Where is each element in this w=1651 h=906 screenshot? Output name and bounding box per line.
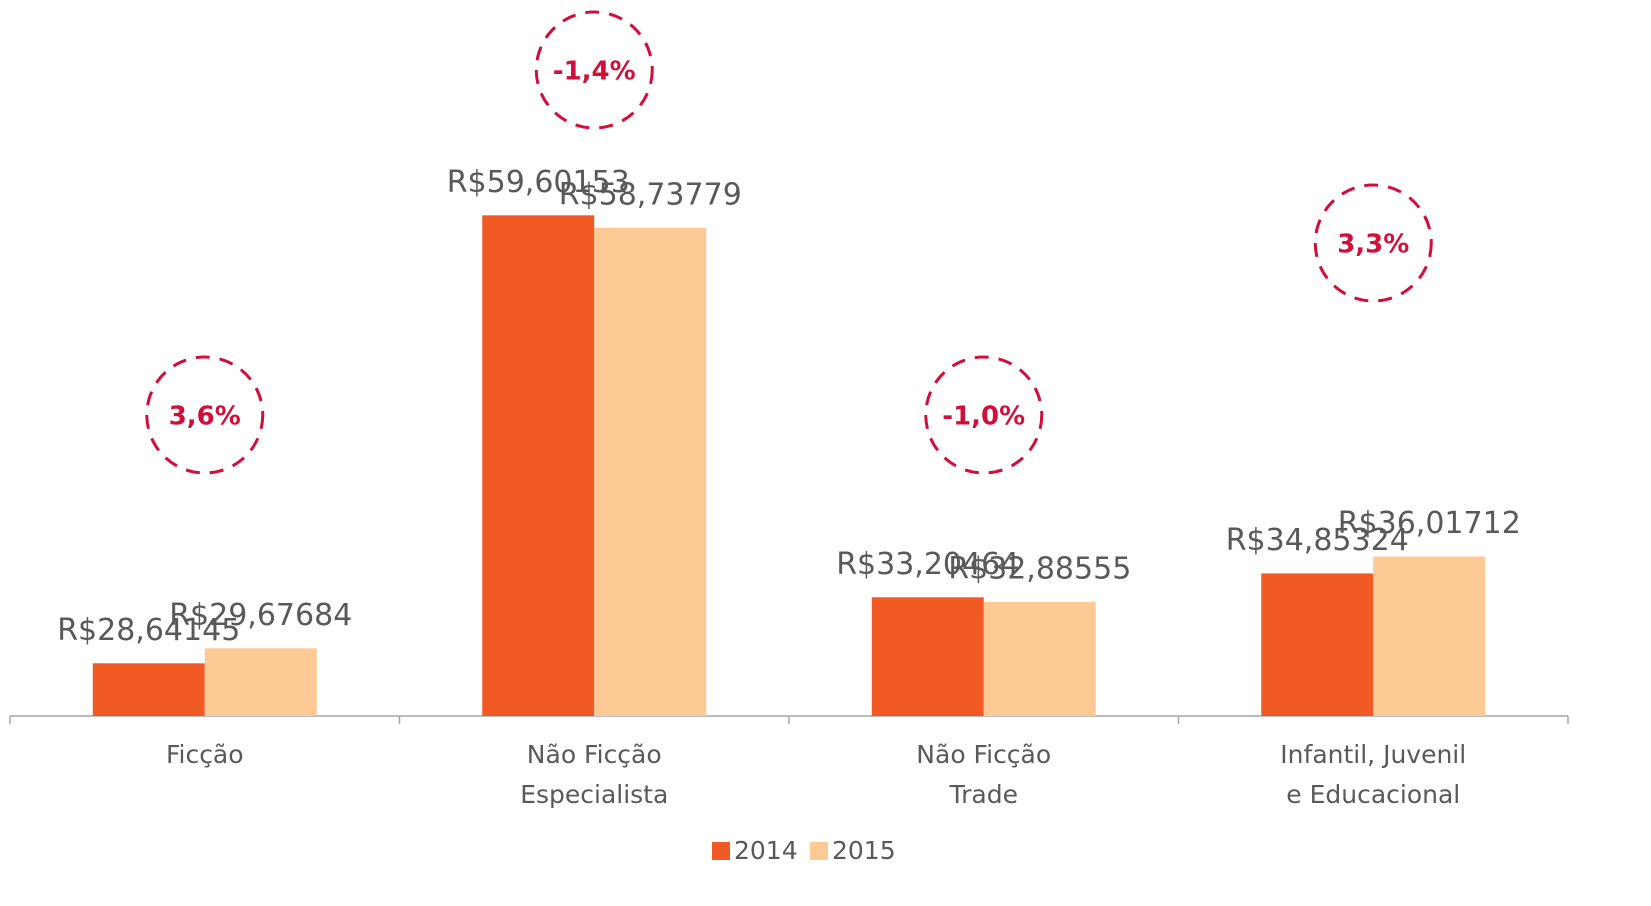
value-label: R$29,67684 bbox=[169, 598, 352, 633]
annotation-circle bbox=[145, 355, 265, 475]
x-tick-label: Não Ficção Trade bbox=[916, 740, 1051, 809]
legend-swatch bbox=[712, 842, 730, 860]
value-label: R$34,85324 bbox=[1226, 523, 1409, 558]
value-label: R$36,01712 bbox=[1338, 506, 1521, 541]
annotation: 3,6% bbox=[169, 402, 241, 432]
value-label: R$32,88555 bbox=[948, 551, 1131, 586]
value-label: R$58,73779 bbox=[559, 177, 742, 212]
legend-label: 2015 bbox=[832, 836, 896, 865]
legend-swatch bbox=[810, 842, 828, 860]
annotation: -1,0% bbox=[942, 402, 1025, 432]
bar bbox=[594, 227, 707, 716]
annotation-circle bbox=[534, 10, 654, 130]
legend-label: 2014 bbox=[734, 836, 798, 865]
bar bbox=[1261, 573, 1374, 716]
annotation: -1,4% bbox=[553, 57, 636, 87]
bar bbox=[204, 648, 317, 716]
x-tick-label: Infantil, Juvenil e Educacional bbox=[1280, 740, 1466, 809]
value-label: R$33,20464 bbox=[836, 547, 1019, 582]
bar bbox=[92, 663, 205, 716]
value-label: R$28,64145 bbox=[57, 613, 240, 648]
annotation-circle bbox=[1313, 183, 1433, 303]
value-label: R$59,60153 bbox=[447, 165, 630, 200]
bar bbox=[983, 601, 1096, 716]
annotation-circle bbox=[924, 355, 1044, 475]
bar bbox=[871, 597, 984, 716]
x-tick-label: Ficção bbox=[166, 740, 244, 769]
x-tick-label: Não Ficção Especialista bbox=[520, 740, 668, 809]
bar bbox=[1373, 556, 1486, 716]
bar bbox=[482, 215, 595, 716]
annotation: 3,3% bbox=[1337, 230, 1409, 260]
